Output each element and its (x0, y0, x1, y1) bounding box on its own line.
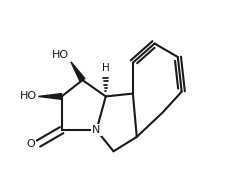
Text: H: H (101, 63, 109, 73)
Text: HO: HO (20, 91, 37, 101)
Text: N: N (92, 125, 100, 135)
Text: O: O (26, 139, 35, 149)
Polygon shape (38, 94, 61, 99)
Polygon shape (71, 62, 85, 82)
Text: HO: HO (52, 50, 69, 60)
